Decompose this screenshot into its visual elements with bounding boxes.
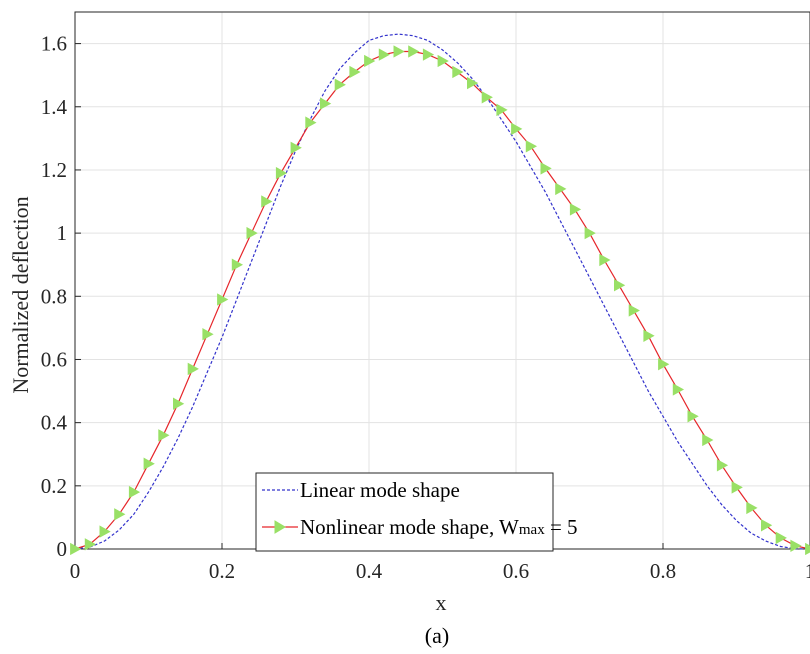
- data-point-marker: [658, 358, 670, 371]
- legend-label-nonlinear-main: Nonlinear mode shape, W: [300, 515, 519, 539]
- data-point-marker: [143, 457, 155, 470]
- data-point-marker: [731, 481, 743, 494]
- data-point-marker: [496, 103, 508, 117]
- legend: Linear mode shape Nonlinear mode shape, …: [255, 472, 578, 552]
- data-point-marker: [702, 433, 714, 447]
- data-point-marker: [687, 410, 699, 423]
- legend-box: [255, 472, 554, 552]
- data-point-marker: [158, 429, 170, 442]
- legend-label-nonlinear-subscript: max: [519, 522, 545, 538]
- legend-label-linear: Linear mode shape: [300, 478, 460, 502]
- x-tick-label: 0.8: [650, 559, 676, 583]
- y-tick-label: 0.6: [41, 347, 67, 371]
- y-axis-label: Normalized deflection: [8, 196, 33, 393]
- x-tick-label: 0: [70, 559, 81, 583]
- y-tick-label: 1.4: [41, 95, 68, 119]
- data-point-marker: [364, 54, 376, 68]
- x-tick-label: 0.6: [503, 559, 529, 583]
- data-point-marker: [202, 328, 214, 341]
- x-tick-label: 1: [805, 559, 810, 583]
- plot-frame: [74, 11, 810, 550]
- data-point-marker: [128, 485, 141, 499]
- data-point-marker: [775, 531, 787, 545]
- data-point-marker: [599, 253, 611, 267]
- x-axis-label: x: [436, 590, 447, 615]
- data-point-marker: [614, 279, 626, 292]
- data-point-marker: [716, 459, 729, 472]
- y-tick-label: 0.8: [41, 284, 67, 308]
- series-line-linear: [74, 33, 810, 550]
- data-point-marker: [805, 542, 810, 556]
- data-point-marker: [422, 48, 435, 61]
- y-tick-label: 1: [57, 221, 68, 245]
- data-point-marker: [525, 140, 538, 153]
- data-point-marker: [511, 122, 523, 136]
- data-point-marker: [70, 542, 82, 556]
- data-point-marker: [584, 226, 596, 240]
- data-point-marker: [290, 141, 302, 154]
- data-point-marker: [481, 91, 493, 104]
- data-point-marker: [217, 293, 229, 306]
- y-tick-label: 1.2: [41, 158, 67, 182]
- data-point-marker: [452, 65, 464, 79]
- data-point-marker: [569, 203, 582, 216]
- data-point-marker: [187, 362, 199, 376]
- x-tick-label: 0.4: [356, 559, 383, 583]
- data-point-marker: [746, 501, 758, 515]
- data-point-marker: [84, 538, 97, 551]
- grid: [74, 12, 810, 550]
- data-point-marker: [437, 54, 449, 68]
- data-point-marker: [246, 226, 258, 240]
- data-point-marker: [231, 258, 244, 271]
- data-point-marker: [305, 116, 317, 129]
- y-tick-label: 0: [57, 537, 68, 561]
- y-tick-label: 1.6: [41, 32, 67, 56]
- data-point-marker: [790, 539, 802, 552]
- data-point-marker: [467, 76, 479, 90]
- data-point-marker: [275, 166, 288, 180]
- data-point-marker: [643, 329, 655, 342]
- data-point-marker: [555, 182, 567, 196]
- legend-label-nonlinear: Nonlinear mode shape, Wmax = 5: [300, 515, 578, 539]
- data-point-marker: [334, 78, 346, 91]
- figure-caption: (a): [425, 623, 449, 648]
- x-tick-label: 0.2: [209, 559, 235, 583]
- ticks: 0 0.2 0.4 0.6 0.8 1 0 0.2 0.4 0.6 0.8 1 1.2 1.4 1.6: [41, 32, 810, 583]
- data-point-marker: [540, 162, 552, 175]
- data-point-marker: [378, 48, 391, 61]
- legend-label-nonlinear-suffix: = 5: [545, 515, 578, 539]
- data-point-marker: [349, 65, 361, 79]
- series-group: [70, 33, 810, 556]
- data-point-marker: [261, 195, 273, 208]
- legend-marker-nonlinear: [274, 520, 286, 534]
- data-point-marker: [173, 397, 185, 410]
- data-point-marker: [114, 508, 126, 521]
- data-point-marker: [672, 383, 685, 396]
- y-tick-label: 0.4: [41, 411, 68, 435]
- data-point-marker: [408, 45, 420, 58]
- y-tick-label: 0.2: [41, 474, 67, 498]
- data-point-marker: [628, 304, 640, 317]
- data-point-marker: [99, 525, 111, 538]
- data-point-marker: [320, 97, 332, 110]
- data-point-marker: [761, 519, 773, 532]
- data-point-marker: [393, 45, 405, 58]
